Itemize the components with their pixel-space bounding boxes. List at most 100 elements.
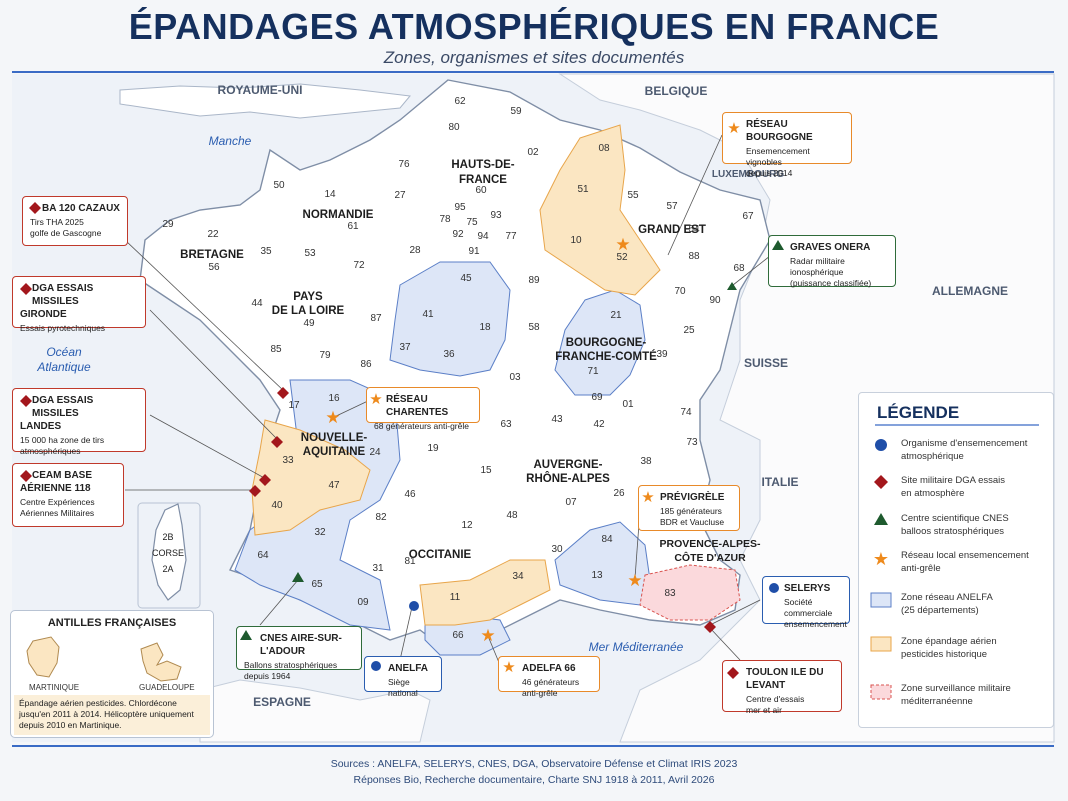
department-number: 08: [598, 143, 610, 154]
department-number: 12: [461, 520, 473, 531]
callout-anelfa: ANELFA Siège national: [364, 656, 442, 698]
star-icon: ★: [615, 235, 630, 254]
department-number: 86: [360, 359, 372, 370]
pesticide-zone-est: [539, 124, 661, 296]
department-number: 85: [270, 344, 282, 355]
callout-title: LANDES: [20, 421, 62, 432]
star-icon: ★: [480, 626, 495, 645]
department-number: 76: [398, 159, 410, 170]
department-number: 13: [591, 570, 603, 581]
department-number: 66: [452, 630, 464, 641]
callout-desc: Siège national: [388, 677, 418, 699]
legend-item: Organisme d'ensemencement atmosphérique: [901, 438, 1028, 462]
department-number: 82: [375, 512, 387, 523]
department-number: 58: [528, 322, 540, 333]
department-number: 21: [610, 310, 622, 321]
callout-leaders: [124, 134, 771, 666]
department-number: 35: [260, 246, 272, 257]
markers: ★ ★ ★ ★: [249, 235, 737, 645]
department-number: 18: [479, 322, 491, 333]
uk-coast: [119, 83, 411, 119]
callout-desc: Société commerciale: [784, 597, 833, 619]
department-number: 70: [674, 286, 686, 297]
legend-title: LÉGENDE: [877, 403, 960, 422]
department-number: 43: [551, 414, 563, 425]
sea-mediterranee: Mer Méditerranée: [589, 640, 684, 654]
country-spain: ESPAGNE: [253, 695, 311, 709]
callout-desc: Tirs THA 2025: [30, 217, 84, 227]
country-switzerland: SUISSE: [744, 356, 788, 370]
department-number: 50: [273, 180, 285, 191]
department-number: 59: [510, 106, 522, 117]
department-number: 64: [257, 550, 269, 561]
country-uk: ROYAUME-UNI: [218, 83, 303, 97]
callout-desc: Radar militaire ionosphérique: [790, 256, 845, 278]
military-diamond-icon: [249, 485, 261, 497]
organisme-circle-icon: [875, 439, 887, 451]
note-line: Épandage aérien pesticides. Chlordécone: [19, 698, 177, 708]
department-number: 28: [409, 245, 421, 256]
sea-manche: Manche: [209, 134, 252, 148]
department-number: 42: [593, 419, 605, 430]
guadeloupe-label: GUADELOUPE: [139, 683, 195, 692]
callout-previgrele: PRÉVIGRÈLE 185 générateurs BDR et Vauclu…: [638, 485, 740, 531]
callout-title: SELERYS: [784, 583, 831, 594]
cnes-triangle-icon: [874, 513, 888, 525]
region-pdl: DE LA LOIRE: [272, 305, 345, 317]
callout-cnes: CNES AIRE-SUR-L'ADOUR Ballons stratosphé…: [236, 626, 362, 681]
department-number: 55: [627, 190, 639, 201]
star-icon: ★: [627, 571, 642, 590]
corse-label: CORSE: [152, 548, 184, 558]
department-number: 54: [688, 224, 700, 235]
department-number: 44: [251, 298, 263, 309]
pesticide-zone-swatch: [870, 636, 892, 652]
department-number: 39: [656, 349, 668, 360]
martinique-shape: [26, 636, 60, 678]
callout-ba120: BA 120 CAZAUX Tirs THA 2025 golfe de Gas…: [22, 196, 128, 246]
sea-ocean-1: Océan: [46, 345, 82, 359]
legend-item: Zone épandage aérien pesticides historiqu…: [901, 636, 997, 660]
region-occitanie: OCCITANIE: [409, 549, 472, 561]
department-number: 30: [551, 544, 563, 555]
department-number: 41: [422, 309, 434, 320]
department-number: 11: [450, 592, 461, 603]
callout-title: BA 120 CAZAUX: [42, 203, 120, 214]
department-number: 14: [324, 189, 336, 200]
department-number: 02: [527, 147, 539, 158]
department-number: 01: [622, 399, 634, 410]
department-number: 67: [742, 211, 754, 222]
department-number: 81: [404, 556, 416, 567]
antilles-islands: [26, 636, 182, 682]
department-number: 27: [394, 190, 406, 201]
sources: Sources : ANELFA, SELERYS, CNES, DGA, Ob…: [0, 756, 1068, 789]
corse-2a: 2A: [162, 564, 173, 574]
region-hdf: FRANCE: [459, 174, 507, 186]
department-number: 95: [454, 202, 466, 213]
department-number: 62: [454, 96, 466, 107]
callout-title: DGA ESSAIS MISSILES: [32, 283, 94, 307]
region-paca: CÔTE D'AZUR: [674, 551, 746, 564]
department-number: 34: [512, 571, 524, 582]
department-number: 38: [640, 456, 652, 467]
sources-line: Sources : ANELFA, SELERYS, CNES, DGA, Ob…: [330, 758, 738, 770]
martinique-label: MARTINIQUE: [29, 683, 80, 692]
region-normandie: NORMANDIE: [303, 209, 374, 221]
department-number: 78: [439, 214, 451, 225]
country-belgium: BELGIQUE: [645, 84, 708, 98]
callout-desc: depuis 2014: [746, 168, 793, 179]
department-number: 89: [528, 275, 540, 286]
department-number: 48: [506, 510, 518, 521]
callout-title: AÉRIENNE 118: [20, 483, 91, 494]
pesticide-zone-aquitaine: [251, 419, 371, 536]
sea-ocean-2: Atlantique: [36, 360, 91, 374]
region-ara: RHÔNE-ALPES: [526, 472, 610, 485]
department-number: 61: [347, 221, 359, 232]
department-number: 57: [666, 201, 678, 212]
region-ara: AUVERGNE-: [533, 459, 602, 471]
department-number: 36: [443, 349, 455, 360]
department-number: 72: [353, 260, 365, 271]
callout-desc: Centre Expériences: [20, 497, 95, 507]
department-number: 15: [480, 465, 492, 476]
region-na: AQUITAINE: [303, 446, 366, 458]
